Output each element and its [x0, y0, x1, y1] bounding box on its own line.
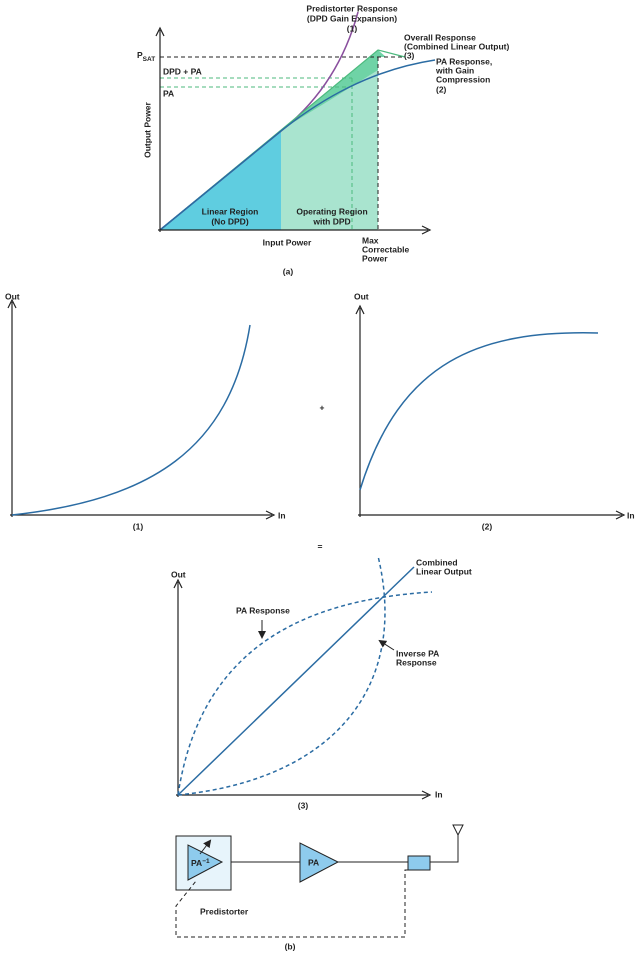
axes [358, 308, 622, 517]
label: PA Response, [436, 56, 492, 66]
label: Predistorter Response [306, 3, 397, 13]
feedback [175, 869, 408, 938]
caption: (b) [285, 941, 296, 951]
caption: (1) [133, 521, 144, 531]
label: PA [163, 88, 174, 98]
inverse-curve [177, 555, 386, 796]
label: In [627, 510, 635, 520]
label: (1) [347, 23, 358, 33]
arrowheads [355, 304, 626, 520]
psat-label: PSAT [137, 50, 155, 62]
coupler [407, 855, 431, 871]
axes [158, 30, 428, 232]
label: Predistorter [200, 906, 249, 916]
label: PA [191, 858, 202, 868]
label: (2) [436, 84, 447, 94]
arrowheads [155, 26, 432, 235]
label: Linear Region [202, 206, 259, 216]
pa-curve [159, 59, 436, 231]
label: Power [362, 253, 388, 263]
operating-region-edge [378, 50, 386, 57]
label: (DPD Gain Expansion) [307, 13, 397, 23]
label: with DPD [312, 216, 350, 226]
label: Operating Region [296, 206, 367, 216]
curve [359, 332, 599, 491]
label: Inverse PA [396, 648, 439, 658]
arrow [378, 639, 395, 651]
predistorter-amp [187, 844, 224, 881]
caption: (3) [298, 800, 309, 810]
operator: + [320, 402, 325, 412]
pa-curve [177, 591, 433, 796]
label: Overall Response [404, 32, 476, 42]
y-axis-label: Output Power [142, 101, 152, 157]
label: Response [396, 657, 437, 667]
label: Max [362, 235, 379, 245]
arrow [199, 839, 212, 855]
panel-2: Out In (2) [354, 291, 635, 531]
label: (Combined Linear Output) [404, 41, 509, 51]
caption: (2) [482, 521, 493, 531]
curve [11, 324, 251, 516]
panel-3: Out In (3) Combined Linear Output PA Res… [171, 555, 472, 810]
axes [176, 582, 428, 797]
label: In [435, 789, 443, 799]
label: P [137, 50, 143, 60]
pa-amp [299, 842, 340, 883]
panel-b: PA−1 PA Predistorter (b) [175, 824, 464, 951]
caption: (a) [283, 266, 294, 276]
label: Combined [416, 557, 458, 567]
antenna [430, 824, 464, 863]
x-axis-label: Input Power [263, 237, 312, 247]
label: Out [171, 569, 186, 579]
label: (No DPD) [211, 216, 248, 226]
label: Compression [436, 74, 490, 84]
label: Out [5, 291, 20, 301]
panel-1: Out In (1) [5, 291, 286, 531]
label: Correctable [362, 244, 410, 254]
label: Out [354, 291, 369, 301]
label: PA [308, 857, 319, 867]
label: with Gain [435, 65, 474, 75]
label: SAT [143, 56, 156, 63]
label: (3) [404, 50, 415, 60]
axes [10, 302, 272, 517]
arrowheads [7, 298, 276, 520]
label: PA Response [236, 605, 290, 615]
panel-a: Predistorter Response (DPD Gain Expansio… [137, 3, 509, 276]
label: DPD + PA [163, 66, 202, 76]
label: Linear Output [416, 566, 472, 576]
arrowheads [173, 578, 432, 800]
linear-line [177, 566, 415, 796]
operator: = [318, 541, 323, 551]
label: In [278, 510, 286, 520]
operating-region [281, 50, 378, 230]
label: −1 [202, 858, 210, 865]
pa-inverse-label: PA−1 [191, 858, 210, 869]
